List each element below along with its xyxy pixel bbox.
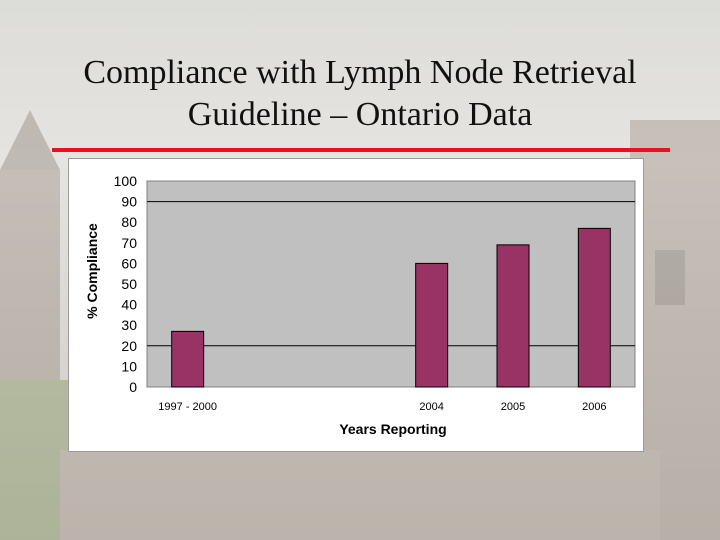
y-tick-label-60: 60 — [121, 255, 137, 271]
x-tick-label-4: 2005 — [501, 401, 525, 413]
x-tick-label-5: 2006 — [582, 401, 606, 413]
y-tick-label-10: 10 — [121, 358, 137, 374]
y-tick-label-90: 90 — [121, 194, 137, 210]
y-tick-label-50: 50 — [121, 276, 137, 292]
bar-3 — [415, 262, 449, 388]
y-tick-label-30: 30 — [121, 317, 137, 333]
y-tick-label-100: 100 — [114, 173, 138, 189]
slide-title-line-1: Compliance with Lymph Node Retrieval — [83, 54, 637, 91]
bar-5 — [577, 227, 611, 388]
bar-0 — [171, 330, 205, 388]
bar-chart: 0 10 20 30 40 50 60 70 80 90 100 1997 - 2000 2004 200… — [84, 173, 636, 437]
x-tick-label-3: 2004 — [419, 401, 443, 413]
x-axis-label: Years Reporting — [339, 421, 446, 437]
slide-title-line-2: Guideline – Ontario Data — [187, 96, 533, 133]
y-tick-label-40: 40 — [121, 297, 137, 313]
y-tick-label-0: 0 — [129, 379, 137, 395]
slide-title: Compliance with Lymph Node Retrieval Gui… — [0, 52, 720, 136]
y-tick-label-20: 20 — [121, 338, 137, 354]
y-tick-label-70: 70 — [121, 235, 137, 251]
plot-area — [146, 180, 636, 388]
x-tick-label-0: 1997 - 2000 — [158, 401, 217, 413]
chart-container: 0 10 20 30 40 50 60 70 80 90 100 1997 - 2000 2004 200… — [68, 158, 644, 452]
y-axis-label: % Compliance — [84, 223, 100, 319]
title-underline-rule — [52, 148, 670, 152]
bar-4 — [496, 244, 530, 388]
y-tick-label-80: 80 — [121, 214, 137, 230]
